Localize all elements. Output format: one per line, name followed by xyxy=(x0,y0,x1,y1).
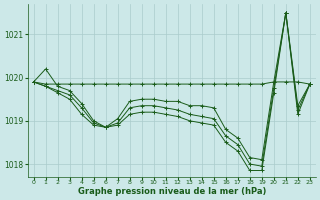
X-axis label: Graphe pression niveau de la mer (hPa): Graphe pression niveau de la mer (hPa) xyxy=(77,187,266,196)
